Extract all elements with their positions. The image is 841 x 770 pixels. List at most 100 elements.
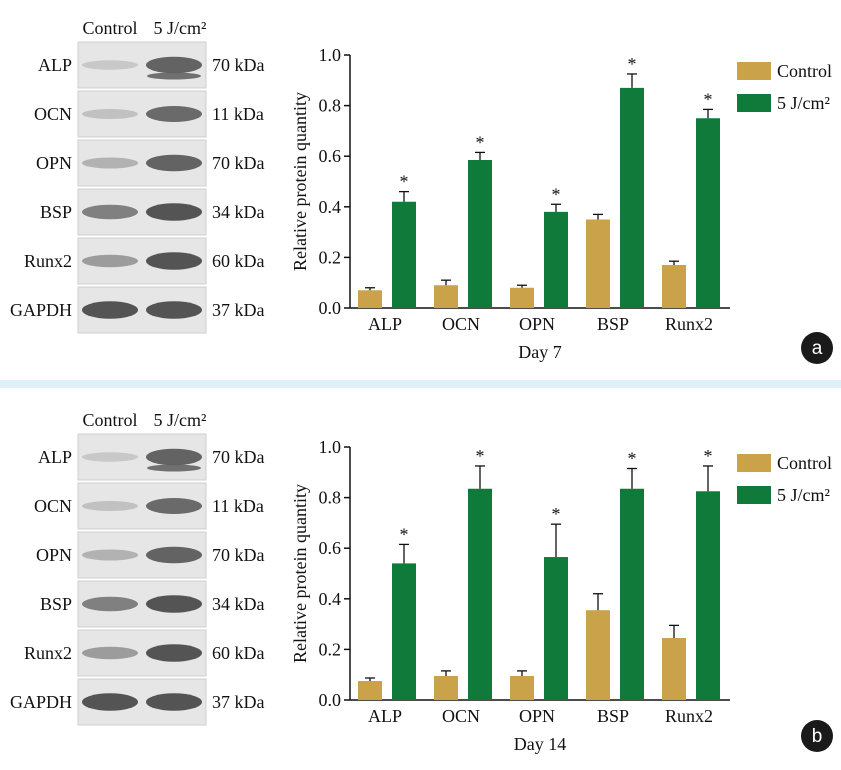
blot-kda-label: 60 kDa bbox=[212, 643, 265, 663]
y-tick-label: 0.8 bbox=[319, 96, 342, 116]
blot-protein-label: Runx2 bbox=[24, 643, 72, 663]
blot-band bbox=[82, 301, 138, 319]
bar-control bbox=[434, 675, 458, 700]
bar-control bbox=[358, 681, 382, 700]
panel-b-graphic: Control 5 J/cm² ALP 70 kDa OCN 11 kDa OPN 70 kD… bbox=[10, 410, 833, 754]
bar-treated bbox=[468, 488, 492, 700]
x-tick-label: OPN bbox=[519, 314, 555, 334]
x-tick-label: OPN bbox=[519, 706, 555, 726]
blot-row-gapdh: GAPDH 37 kDa bbox=[10, 678, 265, 726]
significance-star: * bbox=[476, 132, 485, 152]
blot-row-opn: OPN 70 kDa bbox=[36, 531, 265, 579]
figure-panel-b: Control 5 J/cm² ALP 70 kDa OCN 11 kDa OPN 70 kD… bbox=[0, 392, 841, 765]
chart-legend: Control 5 J/cm² bbox=[737, 61, 832, 113]
legend-label: Control bbox=[777, 453, 832, 473]
x-tick-label: ALP bbox=[368, 706, 402, 726]
blot-protein-label: GAPDH bbox=[10, 692, 72, 712]
bar-control bbox=[434, 285, 458, 308]
blot-band bbox=[146, 154, 202, 172]
significance-star: * bbox=[400, 172, 409, 192]
legend-swatch bbox=[737, 94, 771, 112]
bar-chart: 0.0 0.2 0.4 0.6 0.8 1.0 Relative protein quant… bbox=[290, 437, 730, 754]
blot-band bbox=[147, 464, 201, 472]
figure-panel-a: Control 5 J/cm² ALP 70 kDa OCN 11 kDa OPN 70 kD… bbox=[0, 0, 841, 380]
blot-row-ocn: OCN 11 kDa bbox=[34, 90, 264, 138]
bar-treated bbox=[468, 159, 492, 308]
blot-band bbox=[82, 254, 138, 268]
blot-row-runx2: Runx2 60 kDa bbox=[24, 237, 265, 285]
blot-row-ocn: OCN 11 kDa bbox=[34, 482, 264, 530]
category-group-bsp: * BSP bbox=[586, 449, 644, 726]
blot-row-opn: OPN 70 kDa bbox=[36, 139, 265, 187]
blot-row-gapdh: GAPDH 37 kDa bbox=[10, 286, 265, 334]
bar-chart: 0.0 0.2 0.4 0.6 0.8 1.0 Relative protein quant… bbox=[290, 45, 730, 362]
legend-swatch bbox=[737, 454, 771, 472]
y-tick-label: 0.2 bbox=[319, 639, 342, 659]
blot-protein-label: BSP bbox=[40, 202, 72, 222]
category-group-alp: * ALP bbox=[358, 524, 416, 726]
blot-band bbox=[82, 549, 138, 561]
blot-band bbox=[82, 501, 138, 511]
y-axis-label: Relative protein quantity bbox=[290, 92, 310, 271]
x-tick-label: ALP bbox=[368, 314, 402, 334]
blot-kda-label: 70 kDa bbox=[212, 447, 265, 467]
panel-badge: b bbox=[801, 720, 833, 752]
bar-treated bbox=[696, 491, 720, 700]
bar-treated bbox=[544, 211, 568, 308]
blot-band bbox=[82, 646, 138, 660]
y-tick-label: 0.6 bbox=[319, 538, 342, 558]
y-tick-label: 0.6 bbox=[319, 146, 342, 166]
blot-row-alp: ALP 70 kDa bbox=[38, 41, 265, 89]
blot-band bbox=[146, 498, 202, 514]
legend-swatch bbox=[737, 62, 771, 80]
y-tick-label: 1.0 bbox=[319, 437, 342, 457]
x-tick-label: BSP bbox=[597, 706, 629, 726]
y-tick-label: 0.2 bbox=[319, 247, 342, 267]
category-group-runx2: * Runx2 bbox=[662, 89, 720, 334]
blot-band bbox=[82, 60, 138, 70]
blot-kda-label: 11 kDa bbox=[212, 496, 264, 516]
significance-star: * bbox=[476, 446, 485, 466]
significance-star: * bbox=[628, 449, 637, 469]
bar-control bbox=[662, 264, 686, 308]
blot-band bbox=[146, 595, 202, 613]
blot-protein-label: ALP bbox=[38, 447, 72, 467]
blot-protein-label: OPN bbox=[36, 545, 72, 565]
significance-star: * bbox=[628, 54, 637, 74]
category-group-bsp: * BSP bbox=[586, 54, 644, 334]
bar-treated bbox=[392, 201, 416, 308]
blot-kda-label: 37 kDa bbox=[212, 692, 265, 712]
category-group-alp: * ALP bbox=[358, 172, 416, 334]
blot-band bbox=[146, 546, 202, 564]
bar-control bbox=[586, 219, 610, 308]
blot-column-treated: 5 J/cm² bbox=[154, 18, 207, 38]
legend-label: 5 J/cm² bbox=[777, 485, 830, 505]
category-group-opn: * OPN bbox=[510, 504, 568, 726]
blot-protein-label: OPN bbox=[36, 153, 72, 173]
blot-row-bsp: BSP 34 kDa bbox=[40, 580, 265, 628]
blot-protein-label: BSP bbox=[40, 594, 72, 614]
blot-kda-label: 70 kDa bbox=[212, 153, 265, 173]
panel-badge-label: b bbox=[812, 726, 823, 747]
x-tick-label: Runx2 bbox=[665, 706, 713, 726]
bar-control bbox=[662, 638, 686, 700]
blot-band bbox=[146, 56, 202, 74]
significance-star: * bbox=[400, 524, 409, 544]
blot-column-control: Control bbox=[82, 410, 137, 430]
significance-star: * bbox=[552, 184, 561, 204]
category-group-ocn: * OCN bbox=[434, 446, 492, 726]
significance-star: * bbox=[704, 89, 713, 109]
blot-column-control: Control bbox=[82, 18, 137, 38]
y-axis-label: Relative protein quantity bbox=[290, 484, 310, 663]
x-tick-label: OCN bbox=[442, 706, 480, 726]
blot-protein-label: Runx2 bbox=[24, 251, 72, 271]
blot-band bbox=[82, 109, 138, 119]
blot-kda-label: 34 kDa bbox=[212, 594, 265, 614]
panel-a-graphic: Control 5 J/cm² ALP 70 kDa OCN 11 kDa OPN 70 kD… bbox=[10, 18, 833, 364]
blot-band bbox=[82, 596, 138, 612]
y-tick-label: 0.4 bbox=[319, 589, 342, 609]
blot-band bbox=[146, 301, 202, 319]
blot-band bbox=[82, 157, 138, 169]
blot-band bbox=[146, 644, 202, 662]
bar-control bbox=[510, 675, 534, 700]
